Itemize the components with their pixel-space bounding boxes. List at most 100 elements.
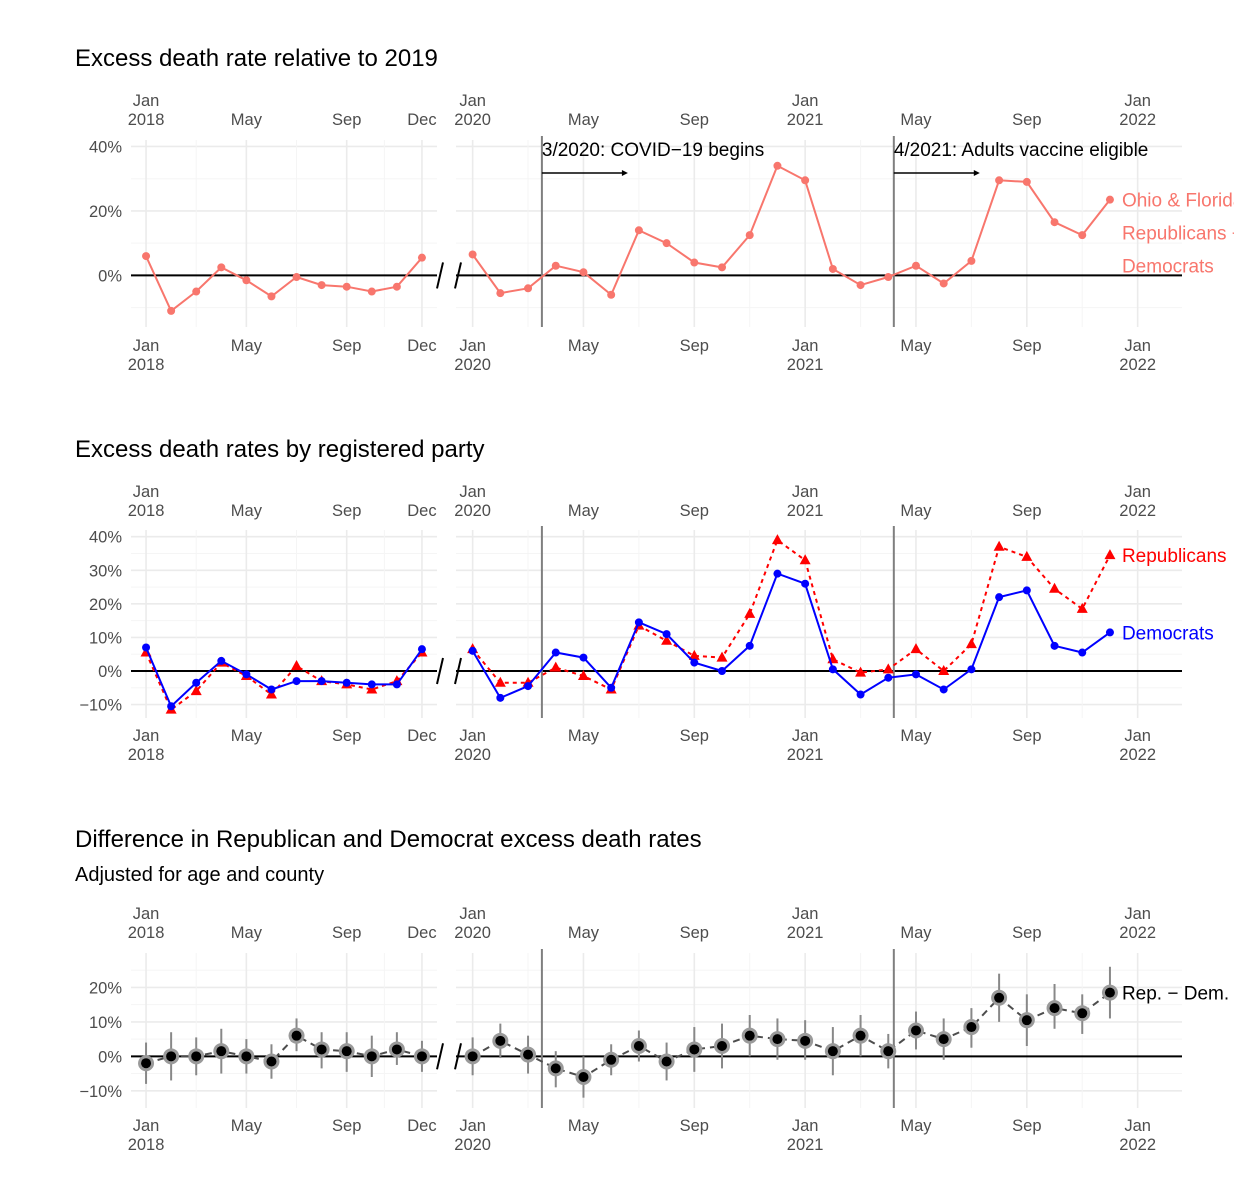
data-point [995,176,1004,185]
x-tick-label: Jan [792,483,819,501]
data-point [995,593,1004,602]
y-tick-label: 20% [89,979,122,997]
data-point [578,1072,589,1082]
x-tick-year: 2021 [787,502,824,520]
x-tick-label: May [568,502,600,520]
data-point [1050,218,1059,227]
data-point [634,618,643,627]
x-tick-label: Jan [1124,337,1151,355]
data-point [191,1051,202,1062]
x-tick-label: Sep [680,1117,709,1135]
data-point [142,252,151,261]
axis-break-mark [454,262,462,289]
x-tick-label: May [900,111,932,129]
x-tick-label: Jan [1124,1117,1151,1135]
data-point [266,1056,277,1067]
data-point [523,1049,534,1060]
data-point [993,540,1005,551]
data-point [267,292,276,301]
data-point [367,287,376,296]
data-point [342,282,351,291]
x-tick-label: May [568,111,600,129]
x-tick-year: 2021 [787,746,824,764]
event-label: 4/2021: Adults vaccine eligible [894,140,1149,161]
x-tick-label: May [231,924,263,942]
series-line [145,647,423,709]
series-line [472,991,1111,1079]
data-point [855,1030,866,1041]
data-point [690,658,699,667]
data-point [190,685,202,696]
data-point [1050,641,1059,650]
x-tick-year: 2018 [128,111,165,129]
data-point [883,1046,894,1057]
data-point [291,659,303,670]
x-tick-year: 2022 [1119,746,1156,764]
data-point [967,665,976,674]
x-tick-label: Dec [407,1117,436,1135]
data-point [773,161,782,170]
x-tick-year: 2020 [454,1136,491,1154]
data-point [317,281,326,290]
data-point [416,1051,427,1062]
x-tick-label: Jan [1124,727,1151,745]
data-point [392,680,401,689]
x-tick-label: Sep [680,502,709,520]
x-tick-year: 2018 [128,746,165,764]
data-point [467,1051,478,1062]
data-point [192,287,201,296]
x-tick-year: 2018 [128,924,165,942]
data-point [745,641,754,650]
data-point [167,306,176,315]
x-tick-label: Sep [680,337,709,355]
data-point [855,666,867,677]
y-tick-label: −10% [79,1083,122,1101]
axis-break-mark [454,1043,462,1070]
data-point [716,651,728,662]
axis-break-mark [454,657,462,685]
x-tick-label: Jan [459,92,486,110]
data-point [606,1054,617,1065]
data-point [316,1044,327,1055]
grid [131,140,1182,327]
data-point [911,670,920,679]
data-point [634,226,643,235]
x-tick-label: Dec [407,111,436,129]
series-label: Republicans [1122,546,1227,567]
data-point [1022,177,1031,186]
x-tick-year: 2022 [1119,1136,1156,1154]
x-tick-year: 2021 [787,111,824,129]
series-label: Ohio & Florida [1122,191,1234,212]
series-democrats: Democrats [142,569,1214,711]
data-point [772,1034,783,1045]
x-tick-label: Sep [680,111,709,129]
x-tick-label: Sep [332,924,361,942]
data-point [494,676,506,687]
data-point [744,1030,755,1041]
x-tick-year: 2020 [454,502,491,520]
data-point [910,1025,921,1036]
x-tick-year: 2020 [454,356,491,374]
x-tick-label: Sep [332,111,361,129]
data-point [771,534,783,545]
x-tick-label: Sep [332,1117,361,1135]
data-point [265,688,277,699]
data-point [966,1022,977,1033]
x-tick-label: Sep [1012,111,1041,129]
data-point [577,670,589,681]
x-tick-label: May [231,727,263,745]
y-axis: −10% 0% 10% 20% 30% 40% [79,529,122,715]
series-line [471,572,1111,700]
data-point [551,261,560,270]
x-tick-label: Jan [792,905,819,923]
series-combined: Ohio & Florida Republicans + Democrats [142,161,1234,315]
data-point [550,661,562,672]
x-tick-label: May [900,727,932,745]
x-tick-label: Jan [792,337,819,355]
data-point [417,645,426,654]
series-label: Rep. − Dem. [1122,984,1229,1005]
data-point [633,1041,644,1051]
